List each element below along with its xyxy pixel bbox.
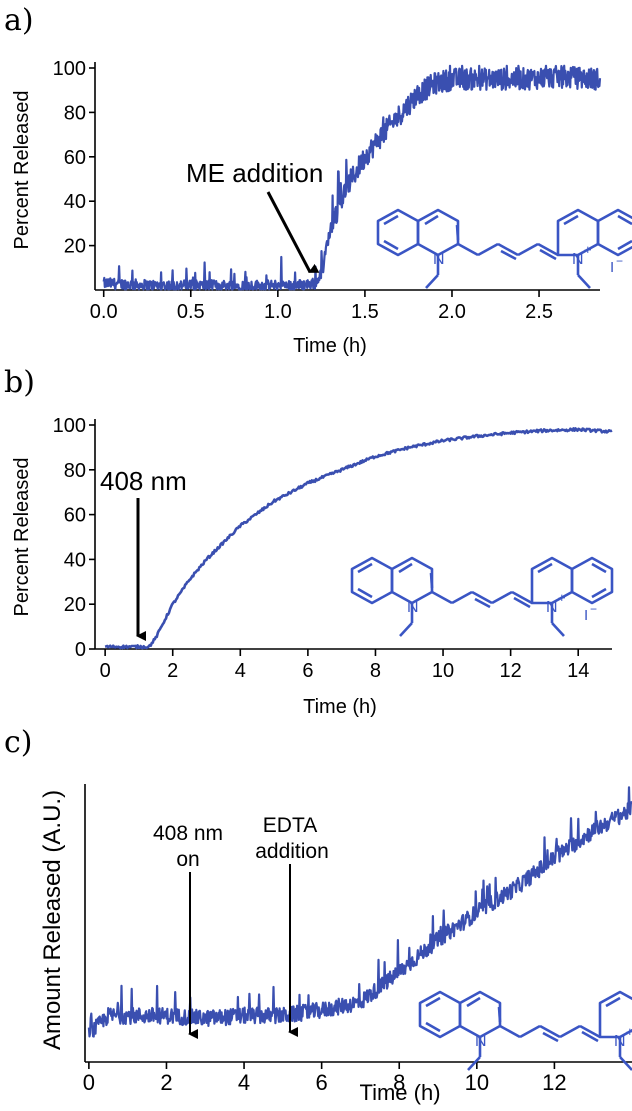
y-tick-label: 40 [64,191,86,213]
y-tick-label: 40 [64,549,86,571]
x-tick-label: 6 [316,1070,328,1095]
x-tick-label: 0.5 [177,301,205,323]
x-tick-label: 1.5 [351,301,379,323]
y-axis-label: Percent Released [11,91,33,250]
iodide-charge: − [590,602,597,616]
x-tick-label: 10 [465,1070,489,1095]
tick-labels: 0 2 4 6 8 10 12 14 0 20 40 60 80 100 [53,415,590,682]
x-tick-label: 14 [567,660,589,682]
panel-label-a: a) [4,3,34,38]
dye-structure: N N + I − [376,208,632,290]
charge-label: + [584,242,592,257]
x-tick-label: 10 [432,660,454,682]
y-tick-label: 80 [64,102,86,124]
nitrogen-label: N [546,599,558,616]
x-tick-label: 4 [235,660,246,682]
y-tick-label: 20 [64,236,86,258]
y-tick-label: 100 [53,415,86,437]
iodide-label: I [584,607,588,624]
x-tick-label: 6 [302,660,313,682]
annotation-edta-line2: addition [255,840,329,863]
annotation-edta: EDTA [263,814,317,837]
chart-panel-b: 0 2 4 6 8 10 12 14 0 20 40 60 80 100 Time (h) Percent… [11,415,614,718]
tick-labels: 0 2 4 6 8 10 12 [83,1070,567,1095]
nitrogen-label: N [407,599,419,616]
x-axis-label: Time (h) [303,696,377,718]
charge-label: + [626,1024,632,1039]
x-tick-label: 2 [167,660,178,682]
data-series-line [104,427,613,650]
annotation-arrow [266,191,320,273]
nitrogen-label: N [614,1033,626,1050]
iodide-charge: − [616,254,623,268]
annotation-me-addition: ME addition [186,158,323,188]
y-tick-label: 80 [64,460,86,482]
iodide-label: I [610,259,614,276]
x-axis-label: Time (h) [293,335,367,357]
dye-structure: N N + I − [350,556,614,638]
x-tick-label: 12 [500,660,522,682]
panel-label-c: c) [4,725,33,760]
y-tick-label: 0 [75,639,86,661]
chart-panel-c: 0 2 4 6 8 10 12 Time (h) Amount Released (A.U.… [39,784,632,1105]
x-tick-label: 0.0 [90,301,118,323]
dye-structure: N N + [418,990,632,1072]
data-series-line [87,786,632,1038]
x-tick-label: 2.5 [525,301,553,323]
y-tick-label: 100 [53,58,86,80]
data-series-line [102,64,602,291]
y-tick-label: 60 [64,505,86,527]
x-tick-label: 1.0 [264,301,292,323]
y-axis-label: Amount Released (A.U.) [39,790,66,1050]
x-tick-label: 8 [393,1070,405,1095]
axes [89,419,612,656]
annotation-408nm: 408 nm [100,466,187,496]
x-tick-label: 0 [83,1070,95,1095]
charge-label: + [558,590,566,605]
y-tick-label: 20 [64,594,86,616]
annotation-408nm-on: 408 nm [153,822,223,845]
tick-labels: 0.0 0.5 1.0 1.5 2.0 2.5 20 40 60 80 100 [53,58,553,323]
x-tick-label: 8 [370,660,381,682]
x-tick-label: 0 [100,660,111,682]
axes [84,784,632,1069]
y-tick-label: 60 [64,147,86,169]
annotation-408nm-on-line2: on [176,848,199,871]
nitrogen-label: N [475,1033,487,1050]
chart-panel-a: 0.0 0.5 1.0 1.5 2.0 2.5 20 40 60 80 100 Time (h) P… [11,58,632,357]
x-axis-label: Time (h) [359,1080,440,1105]
x-tick-label: 2.0 [438,301,466,323]
panel-label-b: b) [4,365,35,400]
y-axis-label: Percent Released [11,458,33,617]
nitrogen-label: N [572,251,584,268]
x-tick-label: 12 [542,1070,566,1095]
x-tick-label: 4 [238,1070,250,1095]
nitrogen-label: N [433,251,445,268]
x-tick-label: 2 [160,1070,172,1095]
axes [89,62,600,297]
